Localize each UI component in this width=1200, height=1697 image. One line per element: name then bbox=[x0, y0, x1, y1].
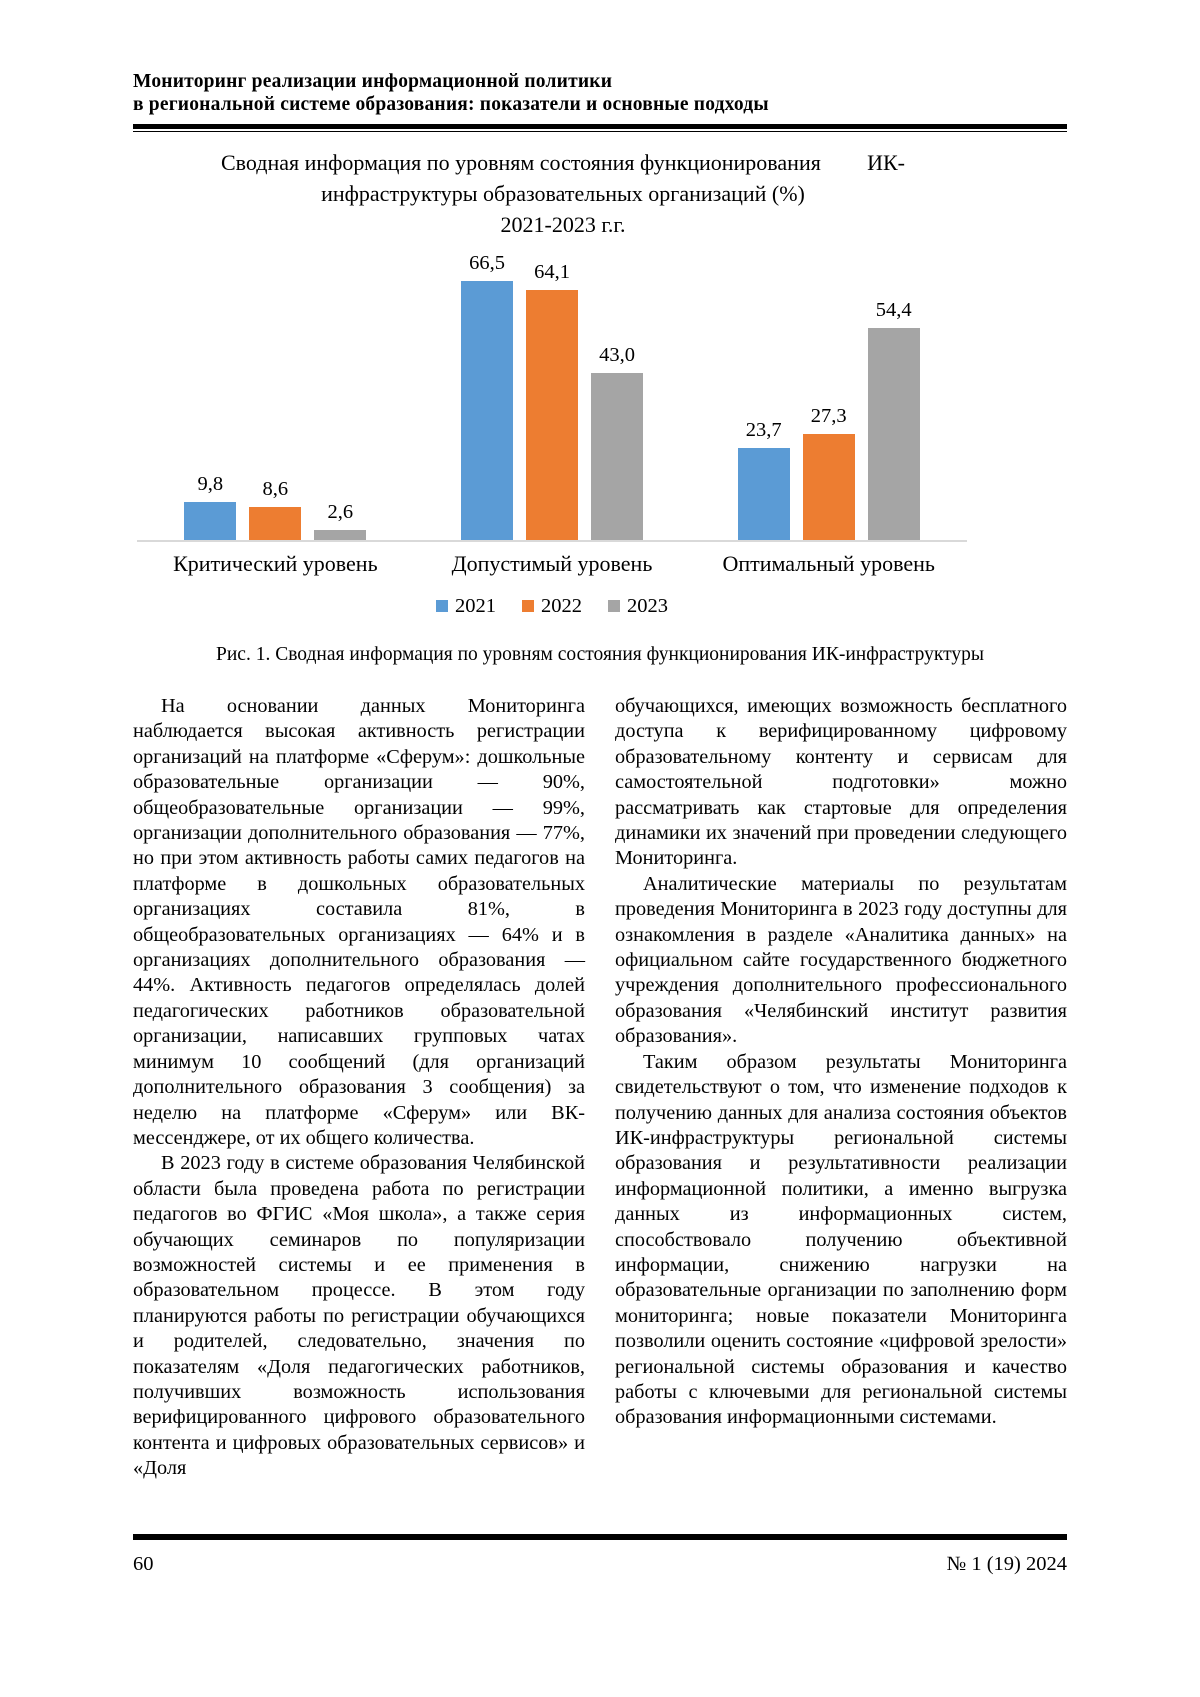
issue-label: № 1 (19) 2024 bbox=[946, 1553, 1067, 1575]
bar-value-label: 9,8 bbox=[197, 473, 224, 495]
figure-1-chart: Сводная информация по уровням состояния … bbox=[133, 147, 1067, 666]
bar-value-label: 43,0 bbox=[599, 344, 635, 366]
bar-value-label: 27,3 bbox=[810, 405, 847, 427]
category-label: Критический уровень bbox=[173, 551, 378, 576]
legend-swatch-icon bbox=[608, 600, 620, 612]
bar-value-label: 54,4 bbox=[875, 299, 912, 321]
bar-wrap: 2,6 bbox=[314, 501, 367, 540]
chart-title-line2: инфраструктуры образовательных организац… bbox=[321, 181, 805, 206]
footer: 60 № 1 (19) 2024 bbox=[133, 1553, 1067, 1576]
footer-rule bbox=[133, 1534, 1067, 1540]
bar-wrap: 23,7 bbox=[737, 419, 790, 540]
category-label: Оптимальный уровень bbox=[722, 551, 935, 576]
bar-group-3: 23,7 27,3 54,4 bbox=[690, 299, 967, 540]
chart-title: Сводная информация по уровням состояния … bbox=[221, 147, 905, 240]
legend-item-2022: 2022 bbox=[522, 595, 582, 618]
legend-label: 2023 bbox=[627, 594, 668, 617]
page-number: 60 bbox=[133, 1553, 154, 1575]
legend-label: 2021 bbox=[455, 594, 496, 617]
bar-wrap: 27,3 bbox=[802, 405, 855, 540]
running-title: Мониторинг реализации информационной пол… bbox=[133, 70, 1067, 116]
bar-wrap: 66,5 bbox=[461, 252, 513, 540]
paragraph: Аналитические материалы по результатам п… bbox=[615, 872, 1067, 1048]
header-rule-thick bbox=[133, 124, 1067, 129]
legend-swatch-icon bbox=[522, 600, 534, 612]
bar-value-label: 23,7 bbox=[745, 419, 782, 441]
legend-label: 2022 bbox=[541, 594, 582, 617]
bar-wrap: 64,1 bbox=[526, 261, 578, 540]
paragraph: Таким образом результаты Мониторинга сви… bbox=[615, 1050, 1067, 1429]
chart-legend: 2021 2022 2023 bbox=[137, 594, 967, 618]
paragraph: В 2023 году в системе образования Челяби… bbox=[133, 1152, 585, 1480]
bar-group-1: 9,8 8,6 2,6 bbox=[137, 473, 414, 540]
chart-title-line1-tail: ИК- bbox=[867, 150, 905, 175]
running-title-line2: в региональной системе образования: пока… bbox=[133, 94, 769, 115]
chart-title-line1-text: Сводная информация по уровням состояния … bbox=[221, 150, 821, 175]
legend-item-2021: 2021 bbox=[436, 595, 496, 618]
paragraph: обучающихся, имеющих возможность бесплат… bbox=[615, 695, 1067, 870]
x-axis-line bbox=[137, 540, 967, 542]
article-body: На основании данных Мониторинга наблюдае… bbox=[133, 694, 1067, 1516]
bar-wrap: 43,0 bbox=[591, 344, 643, 540]
bar-value-label: 8,6 bbox=[262, 478, 289, 500]
figure-caption: Рис. 1. Сводная информация по уровням со… bbox=[216, 644, 984, 665]
chart-title-line1: Сводная информация по уровням состояния … bbox=[221, 147, 905, 178]
chart-title-line3: 2021-2023 г.г. bbox=[500, 212, 626, 237]
bar-group-2: 66,5 64,1 43,0 bbox=[414, 252, 691, 540]
legend-item-2023: 2023 bbox=[608, 595, 668, 618]
right-column: обучающихся, имеющих возможность бесплат… bbox=[615, 694, 1067, 1516]
bar-wrap: 54,4 bbox=[867, 299, 920, 540]
bar-value-label: 2,6 bbox=[327, 501, 354, 523]
bar-2021 bbox=[461, 281, 513, 540]
left-column: На основании данных Мониторинга наблюдае… bbox=[133, 694, 585, 1516]
plot-area: 9,8 8,6 2,6 66,5 64,1 43,0 23,7 27,3 54,4 bbox=[137, 240, 967, 542]
bar-value-label: 64,1 bbox=[534, 261, 570, 283]
bar-2023 bbox=[591, 373, 643, 540]
legend-swatch-icon bbox=[436, 600, 448, 612]
category-axis-labels: Критический уровень Допустимый уровень Опт… bbox=[137, 550, 967, 578]
bar-wrap: 9,8 bbox=[184, 473, 237, 540]
bar-2021 bbox=[184, 502, 237, 540]
bar-2022 bbox=[249, 507, 302, 540]
paragraph: На основании данных Мониторинга наблюдае… bbox=[133, 695, 585, 1149]
bar-2021 bbox=[737, 448, 790, 540]
bar-2022 bbox=[526, 290, 578, 540]
bar-2023 bbox=[867, 328, 920, 540]
bar-value-label: 66,5 bbox=[469, 252, 505, 274]
header-rule-thin bbox=[133, 131, 1067, 132]
running-title-line1: Мониторинг реализации информационной пол… bbox=[133, 71, 613, 92]
bar-2022 bbox=[802, 434, 855, 540]
bar-2023 bbox=[314, 530, 367, 540]
category-label: Допустимый уровень bbox=[451, 551, 653, 576]
bar-wrap: 8,6 bbox=[249, 478, 302, 540]
running-header: Мониторинг реализации информационной пол… bbox=[133, 70, 1067, 132]
